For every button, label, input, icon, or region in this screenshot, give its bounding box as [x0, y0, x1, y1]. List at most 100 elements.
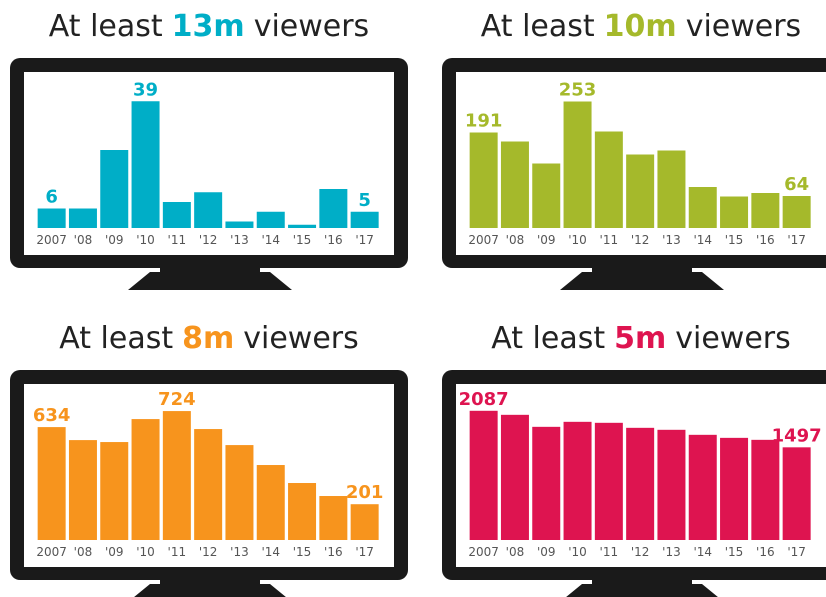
bar	[37, 427, 66, 540]
title-before: At least	[59, 321, 173, 356]
stand-base	[566, 584, 718, 597]
bar	[100, 442, 129, 540]
bar	[500, 414, 529, 540]
x-tick-label: '09	[105, 233, 124, 247]
title-before: At least	[49, 9, 163, 44]
title-after: viewers	[686, 9, 802, 44]
title-after: viewers	[243, 321, 359, 356]
value-label: 191	[465, 111, 503, 132]
x-tick-label: '10	[136, 545, 155, 559]
title-highlight: 10m	[604, 9, 677, 44]
value-label: 2087	[459, 389, 509, 410]
bar	[256, 465, 285, 540]
x-tick-label: '11	[600, 545, 619, 559]
bar	[194, 429, 223, 540]
panel: At least 13m viewers 2007 6 '08 '09 '10 39 '11 '12…	[10, 9, 408, 290]
bar	[162, 411, 191, 540]
title-after: viewers	[675, 321, 791, 356]
stand-neck	[160, 268, 260, 274]
panel: At least 10m viewers 2007 191 '08 '09 '10 253 '11…	[442, 9, 826, 290]
x-tick-label: '08	[74, 545, 93, 559]
bar	[688, 187, 717, 228]
title-highlight: 5m	[614, 321, 666, 356]
value-label: 724	[158, 389, 196, 410]
x-tick-label: 2007	[468, 233, 499, 247]
stand-base	[134, 584, 286, 597]
title-highlight: 8m	[182, 321, 234, 356]
bar	[350, 504, 379, 540]
bar	[594, 422, 623, 540]
x-tick-label: '16	[756, 545, 775, 559]
value-label: 6	[45, 187, 58, 208]
x-tick-label: 2007	[468, 545, 499, 559]
bar	[100, 150, 129, 228]
bar	[37, 208, 66, 228]
bar	[563, 421, 592, 540]
bar	[657, 150, 686, 228]
x-tick-label: '13	[662, 545, 681, 559]
x-tick-label: '17	[355, 233, 374, 247]
bar	[288, 483, 317, 540]
bar	[594, 131, 623, 228]
bar	[782, 447, 811, 540]
x-tick-label: '15	[725, 233, 744, 247]
x-tick-label: '10	[568, 233, 587, 247]
bar	[469, 132, 498, 228]
x-tick-label: '14	[261, 233, 280, 247]
bar	[657, 429, 686, 540]
x-tick-label: 2007	[36, 233, 67, 247]
bar	[350, 211, 379, 228]
x-tick-label: '08	[506, 545, 525, 559]
x-tick-label: '10	[568, 545, 587, 559]
bar	[626, 154, 655, 228]
bar	[162, 202, 191, 228]
bar	[532, 163, 561, 228]
x-tick-label: '13	[662, 233, 681, 247]
x-tick-label: '14	[693, 233, 712, 247]
stand-neck	[592, 268, 692, 274]
bar	[68, 208, 97, 228]
x-tick-label: 2007	[36, 545, 67, 559]
value-label: 253	[559, 80, 597, 101]
title-before: At least	[481, 9, 595, 44]
bar	[626, 427, 655, 540]
bar	[688, 434, 717, 540]
bar	[751, 439, 780, 540]
bar	[532, 426, 561, 540]
value-label: 201	[346, 482, 384, 503]
x-tick-label: '11	[168, 233, 187, 247]
x-tick-label: '15	[293, 545, 312, 559]
stand-neck	[160, 580, 260, 586]
x-tick-label: '14	[261, 545, 280, 559]
stand-base	[128, 272, 292, 290]
x-tick-label: '09	[537, 545, 556, 559]
bar	[225, 445, 254, 540]
bar	[469, 410, 498, 540]
stand-neck	[592, 580, 692, 586]
value-label: 39	[133, 79, 158, 100]
bar	[563, 101, 592, 228]
x-tick-label: '08	[74, 233, 93, 247]
x-tick-label: '12	[199, 545, 218, 559]
x-tick-label: '16	[324, 545, 343, 559]
x-tick-label: '08	[506, 233, 525, 247]
title-highlight: 13m	[172, 9, 245, 44]
bar	[500, 141, 529, 228]
x-tick-label: '16	[324, 233, 343, 247]
bar	[319, 189, 348, 228]
bar	[194, 192, 223, 228]
x-tick-label: '12	[631, 545, 650, 559]
bar	[782, 196, 811, 228]
x-tick-label: '09	[537, 233, 556, 247]
bar	[256, 211, 285, 228]
bar	[288, 224, 317, 228]
value-label: 1497	[772, 425, 822, 446]
bar	[319, 496, 348, 540]
x-tick-label: '12	[631, 233, 650, 247]
bar	[68, 440, 97, 540]
bar	[720, 437, 749, 540]
bar	[225, 221, 254, 228]
x-tick-label: '16	[756, 233, 775, 247]
x-tick-label: '11	[168, 545, 187, 559]
